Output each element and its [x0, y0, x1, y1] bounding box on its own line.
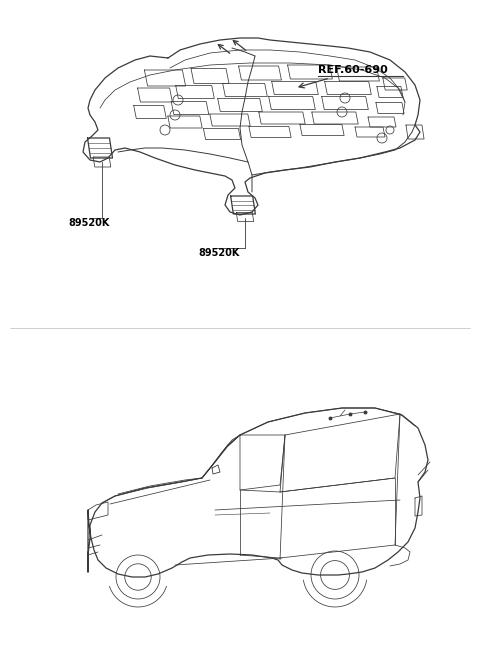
Text: 89520K: 89520K — [198, 248, 240, 258]
Text: REF.60-690: REF.60-690 — [318, 65, 388, 75]
Text: 89520K: 89520K — [68, 218, 109, 228]
